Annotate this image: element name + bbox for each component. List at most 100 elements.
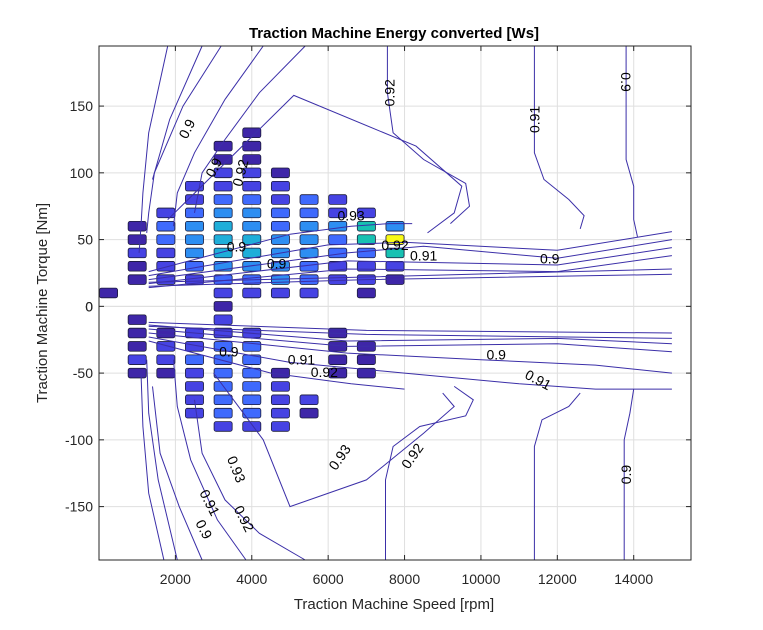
chart-title: Traction Machine Energy converted [Ws] <box>249 25 539 42</box>
heatmap-cell <box>299 194 319 205</box>
heatmap-cell <box>127 341 147 352</box>
heatmap-cell <box>213 180 233 192</box>
contour-line <box>148 223 413 273</box>
contour-line <box>385 385 474 560</box>
contour-label: 0.92 <box>381 79 397 106</box>
heatmap-cell <box>213 314 233 325</box>
heatmap-cell <box>213 407 233 419</box>
contour-label: 0.9 <box>219 344 239 360</box>
heatmap-cell <box>156 367 176 379</box>
grid <box>99 46 691 560</box>
heatmap-cell <box>299 220 319 232</box>
heatmap-cell <box>156 207 176 219</box>
heatmap-cell <box>356 234 376 245</box>
heatmap-cell <box>127 354 147 365</box>
y-tick-label: 150 <box>70 98 94 114</box>
contour-line <box>194 45 306 213</box>
heatmap-cell <box>213 167 233 179</box>
heatmap-cell <box>270 381 290 392</box>
contour-label: 0.9 <box>618 72 634 92</box>
heatmap-cell <box>242 261 262 272</box>
heatmap-cell <box>270 234 290 245</box>
heatmap-cell <box>213 341 233 352</box>
heatmap-cell <box>242 407 262 419</box>
contour-line <box>148 231 672 277</box>
contour-line <box>167 94 463 234</box>
heatmap-cell <box>242 154 262 165</box>
heatmap-cell <box>270 287 290 299</box>
heatmap-cell <box>270 220 290 232</box>
contour-label: 0.91 <box>410 248 437 264</box>
contour-line <box>194 399 306 561</box>
heatmap-cell <box>356 287 376 299</box>
contour-line <box>152 45 203 180</box>
heatmap-cell <box>328 194 348 205</box>
heatmap-cell <box>213 421 233 432</box>
heatmap-cell <box>127 274 147 285</box>
heatmap-cell <box>242 220 262 232</box>
heatmap-cell <box>213 301 233 312</box>
contour-label: 0.9 <box>618 465 634 485</box>
heatmap-cell <box>299 394 319 406</box>
heatmap-cell <box>356 354 376 365</box>
heatmap-cell <box>156 247 176 259</box>
contour-line <box>148 328 672 353</box>
heatmap-cell <box>328 354 348 365</box>
contour-lines <box>138 45 672 561</box>
heatmap-cell <box>328 367 348 379</box>
heatmap-cell <box>270 180 290 192</box>
heatmap-cell <box>270 421 290 432</box>
heatmap-cell <box>270 167 290 179</box>
heatmap-cell <box>185 407 204 419</box>
contour-line <box>148 239 672 281</box>
contour-label: 0.93 <box>337 208 364 224</box>
heatmap-cell <box>242 381 262 392</box>
heatmap-cell <box>213 207 233 219</box>
heatmap-cell <box>185 394 204 406</box>
heatmap-cell <box>213 234 233 245</box>
heatmap-cell <box>270 407 290 419</box>
heatmap-cell <box>156 234 176 245</box>
contour-line <box>625 46 638 238</box>
y-tick-label: -50 <box>73 365 93 381</box>
x-tick-label: 4000 <box>236 571 267 587</box>
heatmap-cell <box>385 220 405 232</box>
heatmap-cell <box>213 394 233 406</box>
contour-label: 0.92 <box>381 237 408 253</box>
heatmap-cell <box>185 247 204 259</box>
contour-label: 0.9 <box>227 238 247 254</box>
x-tick-label: 14000 <box>614 571 653 587</box>
heatmap-cell <box>242 287 262 299</box>
heatmap-cell <box>185 354 204 365</box>
contour-line <box>148 340 405 390</box>
heatmap-cell <box>356 367 376 379</box>
heatmap-cell <box>270 194 290 205</box>
heatmap-cell <box>213 287 233 299</box>
heatmap-cell <box>185 381 204 392</box>
heatmap-cell <box>242 127 262 139</box>
heatmap-cell <box>242 421 262 432</box>
heatmap-cell <box>213 367 233 379</box>
heatmap-cell <box>242 194 262 205</box>
x-tick-label: 10000 <box>461 571 500 587</box>
heatmap-cell <box>356 207 376 219</box>
heatmap-cell <box>242 394 262 406</box>
contour-line <box>173 45 264 227</box>
contour-line <box>146 359 178 561</box>
x-tick-label: 12000 <box>538 571 577 587</box>
heatmap-cell <box>185 180 204 192</box>
heatmap-cell <box>185 234 204 245</box>
heatmap-cell <box>385 247 405 259</box>
y-tick-label: 100 <box>70 165 94 181</box>
heatmap-cell <box>185 220 204 232</box>
heatmap-cell <box>299 274 319 285</box>
contour-line <box>533 46 585 230</box>
contour-label: 0.9 <box>540 250 560 266</box>
contour-line <box>623 389 635 560</box>
heatmap-cell <box>299 407 319 419</box>
heatmap-cell <box>156 354 176 365</box>
contour-label: 0.9 <box>192 517 215 542</box>
plot-frame <box>98 45 692 561</box>
heatmap-cell <box>242 167 262 179</box>
